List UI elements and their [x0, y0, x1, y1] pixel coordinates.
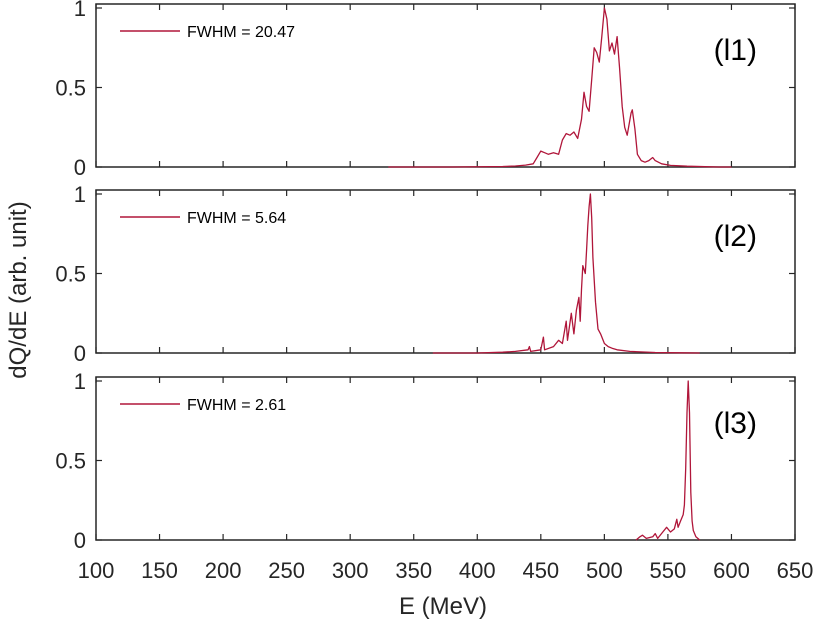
- y-tick-label-l2-2: 1: [74, 182, 86, 207]
- x-tick-label-300: 300: [332, 558, 369, 583]
- x-tick-label-200: 200: [205, 558, 242, 583]
- series-line-l3: [635, 380, 701, 541]
- panel-frame-l1: [95, 3, 796, 168]
- panel-tag-l3: (l3): [714, 407, 757, 440]
- y-tick-label-l2-1: 0.5: [55, 262, 86, 287]
- y-axis-title: dQ/dE (arb. unit): [5, 201, 32, 378]
- y-tick-label-l1-0: 0: [74, 155, 86, 180]
- y-tick-label-l3-0: 0: [74, 528, 86, 553]
- y-tick-label-l3-2: 1: [74, 369, 86, 394]
- panel-frame-l2: [95, 189, 796, 354]
- x-tick-label-500: 500: [586, 558, 623, 583]
- series-line-l1: [388, 7, 732, 168]
- y-tick-label-l2-0: 0: [74, 341, 86, 366]
- panel-l3: 0 0.5 1 FWHM = 2.61 (l3): [55, 369, 796, 553]
- x-tick-label-400: 400: [459, 558, 496, 583]
- x-tick-label-650: 650: [777, 558, 814, 583]
- y-tick-label-l3-1: 0.5: [55, 449, 86, 474]
- legend-label-l1: FWHM = 20.47: [187, 24, 295, 41]
- x-tick-label-550: 550: [650, 558, 687, 583]
- legend-label-l3: FWHM = 2.61: [187, 397, 286, 414]
- y-tick-label-l1-2: 1: [74, 0, 86, 21]
- panels-layer: 0 0.5 1 FWHM = 20.47 (l1) 0 0.5 1 FWHM = 5.64 (l2…: [55, 0, 813, 583]
- y-tick-label-l1-1: 0.5: [55, 76, 86, 101]
- x-tick-label-100: 100: [78, 558, 115, 583]
- x-tick-label-150: 150: [141, 558, 178, 583]
- panel-l1: 0 0.5 1 FWHM = 20.47 (l1): [55, 0, 796, 180]
- x-tick-label-350: 350: [395, 558, 432, 583]
- panel-l2: 0 0.5 1 FWHM = 5.64 (l2): [55, 182, 796, 366]
- x-axis-title: E (MeV): [399, 593, 487, 620]
- x-tick-label-250: 250: [268, 558, 305, 583]
- x-tick-label-450: 450: [522, 558, 559, 583]
- panel-frame-l3: [95, 376, 796, 541]
- panel-tag-l2: (l2): [714, 220, 757, 253]
- series-line-l2: [432, 193, 700, 354]
- legend-label-l2: FWHM = 5.64: [187, 210, 286, 227]
- x-tick-label-600: 600: [713, 558, 750, 583]
- panel-tag-l1: (l1): [714, 34, 757, 67]
